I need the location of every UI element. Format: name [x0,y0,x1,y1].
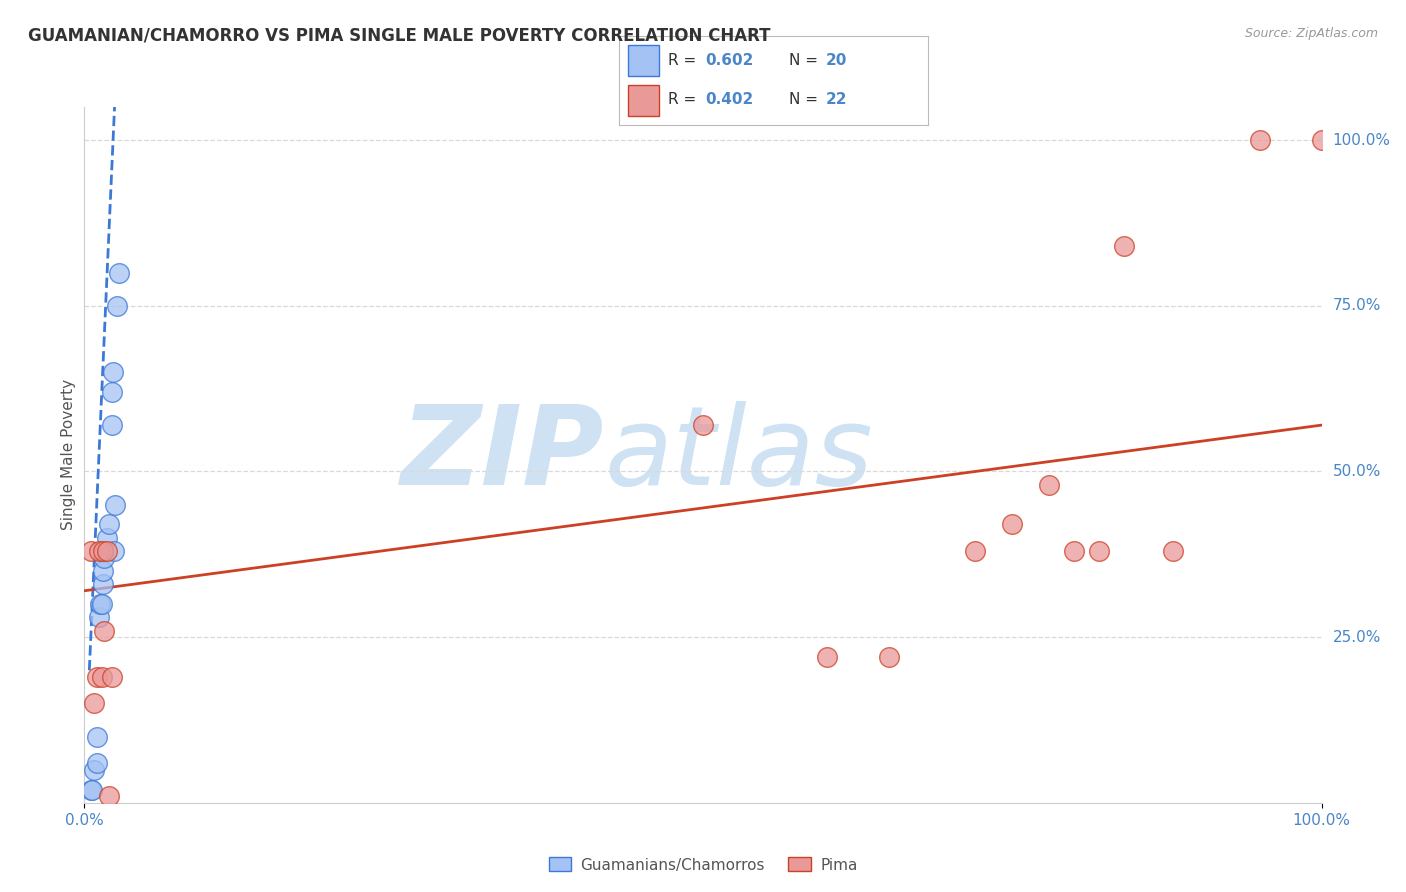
Point [1112,239,1135,253]
Text: 25.0%: 25.0% [1333,630,1381,645]
Text: N =: N = [789,93,823,107]
Text: 22: 22 [825,93,848,107]
Point [105,299,128,313]
Point [83,763,105,777]
Point [86,730,108,744]
Point [1161,544,1184,558]
Point [1001,517,1024,532]
Point [100,670,122,684]
Point [89,544,111,558]
Point [89,597,111,611]
Text: ZIP: ZIP [401,401,605,508]
Point [108,266,131,280]
Point [1063,544,1085,558]
Point [815,650,838,665]
Text: N =: N = [789,54,823,68]
Point [91,577,114,591]
Point [100,418,122,433]
Point [103,544,125,558]
Point [98,517,121,532]
Point [1038,477,1060,491]
Point [1310,133,1333,147]
Text: Source: ZipAtlas.com: Source: ZipAtlas.com [1244,27,1378,40]
Y-axis label: Single Male Poverty: Single Male Poverty [60,379,76,531]
FancyBboxPatch shape [628,85,659,116]
Point [90,597,112,611]
Point [877,650,900,665]
Text: GUAMANIAN/CHAMORRO VS PIMA SINGLE MALE POVERTY CORRELATION CHART: GUAMANIAN/CHAMORRO VS PIMA SINGLE MALE P… [28,27,770,45]
FancyBboxPatch shape [628,45,659,76]
Text: 0.602: 0.602 [706,54,754,68]
Point [692,418,714,433]
Point [1088,544,1111,558]
Point [96,531,118,545]
Point [83,697,105,711]
Point [86,670,108,684]
Text: 50.0%: 50.0% [1333,464,1381,479]
Point [98,789,121,804]
Point [96,544,118,558]
Point [93,550,115,565]
Text: 100.0%: 100.0% [1333,133,1391,148]
Text: 20: 20 [825,54,848,68]
Point [89,610,111,624]
Point [1249,133,1271,147]
Point [79,782,101,797]
Point [965,544,987,558]
Point [91,564,114,578]
Text: R =: R = [668,54,702,68]
Text: 0.402: 0.402 [706,93,754,107]
Point [90,670,112,684]
Point [80,782,103,797]
Point [100,384,122,399]
Text: atlas: atlas [605,401,873,508]
Point [86,756,108,770]
Text: 75.0%: 75.0% [1333,298,1381,313]
Point [91,544,114,558]
Legend: Guamanians/Chamorros, Pima: Guamanians/Chamorros, Pima [543,851,863,879]
Point [101,365,124,379]
Point [93,624,115,638]
Point [104,498,127,512]
Point [79,544,101,558]
Text: R =: R = [668,93,702,107]
